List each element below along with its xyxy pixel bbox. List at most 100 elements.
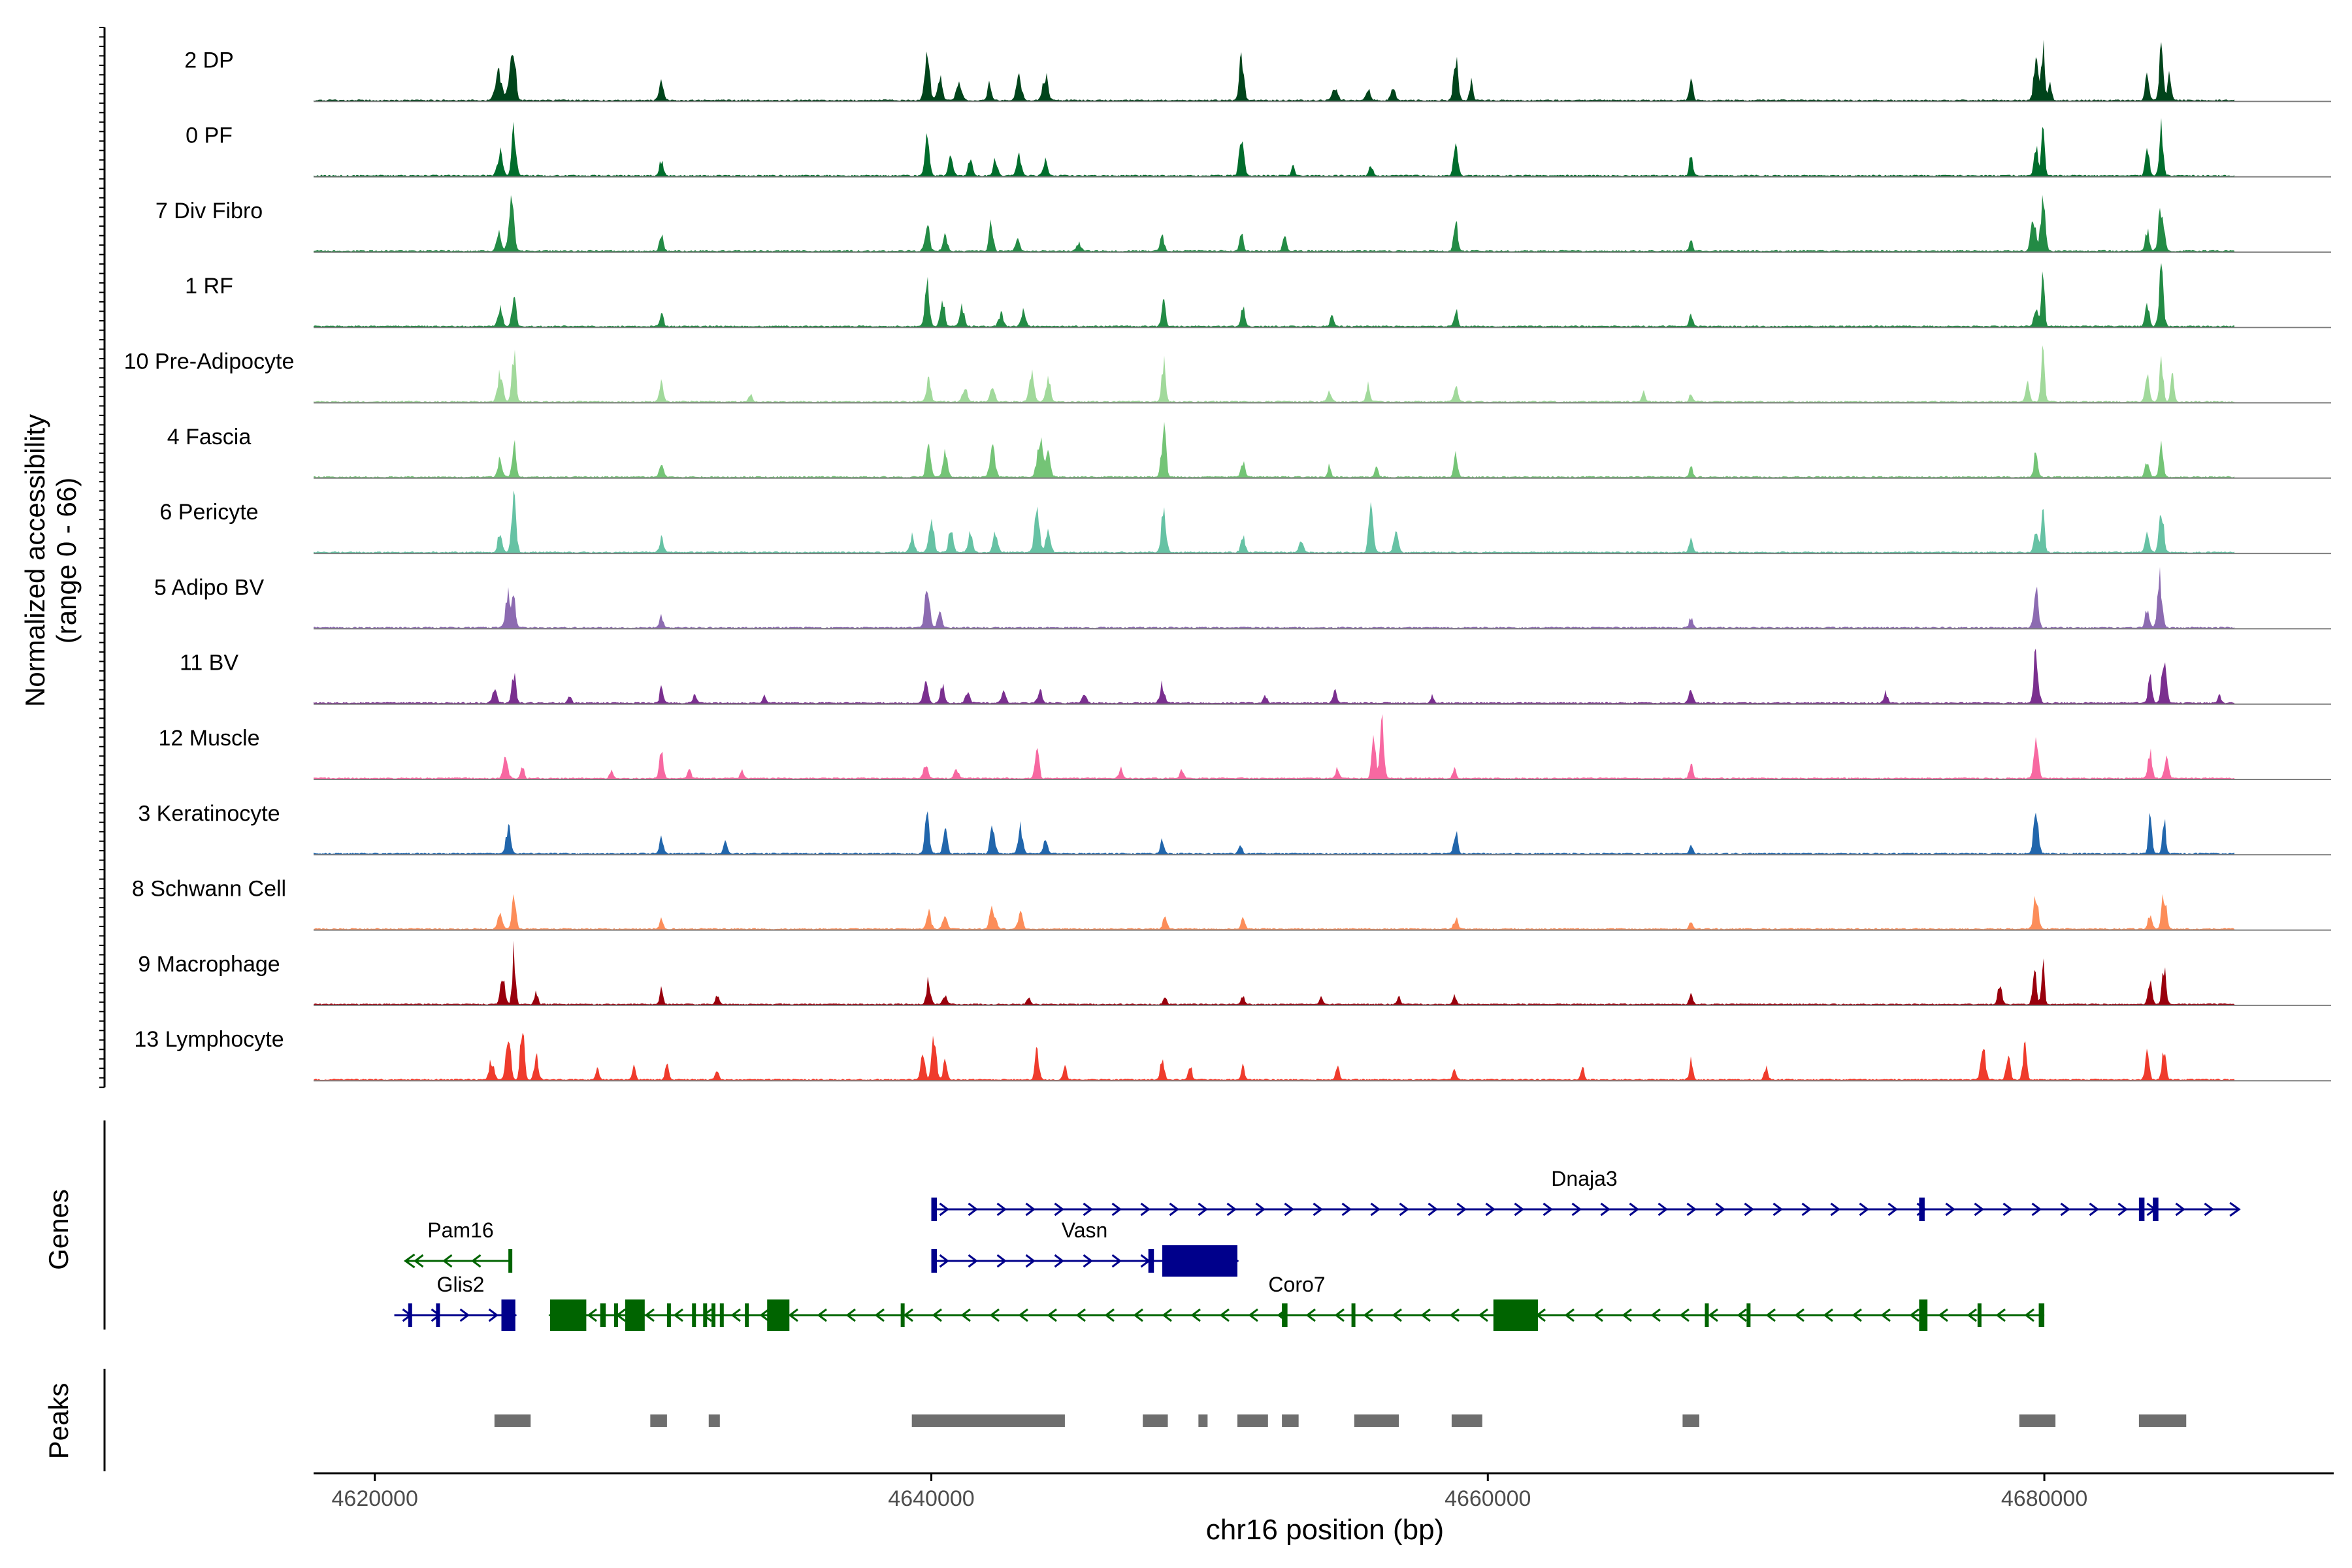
track-4-fascia: 4 Fascia bbox=[167, 421, 2331, 479]
strand-arrow bbox=[1140, 1202, 1151, 1217]
y-axis-range-label: (range 0 - 66) bbox=[51, 478, 82, 644]
strand-arrow bbox=[1995, 1308, 2006, 1322]
track-0-pf: 0 PF bbox=[186, 118, 2331, 178]
strand-arrow bbox=[1794, 1308, 1805, 1322]
track-3-keratinocyte: 3 Keratinocyte bbox=[138, 801, 2331, 856]
strand-arrow bbox=[939, 1202, 949, 1217]
strand-arrow bbox=[1111, 1254, 1122, 1268]
strand-arrow bbox=[587, 1308, 597, 1322]
strand-arrow bbox=[1428, 1202, 1438, 1217]
exon bbox=[2138, 1198, 2145, 1221]
strand-arrow bbox=[1054, 1202, 1064, 1217]
exon bbox=[1282, 1303, 1288, 1327]
track-10-pre-adipocyte: 10 Pre-Adipocyte bbox=[124, 345, 2331, 404]
strand-arrow bbox=[644, 1308, 655, 1322]
strand-arrow bbox=[932, 1308, 942, 1322]
strand-arrow bbox=[788, 1308, 798, 1322]
peak-region bbox=[1451, 1414, 1482, 1427]
track-label: 12 Muscle bbox=[159, 726, 260, 751]
x-tick-label: 4660000 bbox=[1445, 1486, 1531, 1511]
exon bbox=[767, 1299, 790, 1331]
strand-arrow bbox=[1284, 1202, 1294, 1217]
strand-arrow bbox=[1248, 1308, 1258, 1322]
strand-arrow bbox=[874, 1308, 885, 1322]
peak-region bbox=[650, 1414, 667, 1427]
coverage-area bbox=[314, 118, 2234, 177]
peak-region bbox=[911, 1414, 1065, 1427]
strand-arrow bbox=[1737, 1308, 1747, 1322]
exon bbox=[703, 1303, 708, 1327]
strand-arrow bbox=[1162, 1308, 1172, 1322]
strand-arrow bbox=[960, 1308, 971, 1322]
track-8-schwann-cell: 8 Schwann Cell bbox=[132, 877, 2331, 931]
x-axis-label: chr16 position (bp) bbox=[1206, 1514, 1444, 1546]
coverage-area bbox=[314, 566, 2234, 629]
coverage-area bbox=[314, 714, 2234, 779]
track-11-bv: 11 BV bbox=[180, 648, 2331, 705]
track-7-div-fibro: 7 Div Fibro bbox=[155, 195, 2331, 253]
strand-arrow bbox=[968, 1254, 978, 1268]
peak-region bbox=[2019, 1414, 2056, 1427]
exon bbox=[719, 1303, 724, 1327]
strand-arrow bbox=[1600, 1202, 1610, 1217]
exon bbox=[1919, 1299, 1928, 1331]
strand-arrow bbox=[1765, 1308, 1776, 1322]
exon bbox=[600, 1303, 606, 1327]
strand-arrow bbox=[1967, 1308, 1977, 1322]
strand-arrow bbox=[1456, 1202, 1467, 1217]
strand-arrow bbox=[1255, 1202, 1266, 1217]
strand-arrow bbox=[2117, 1202, 2128, 1217]
gene-annotation-panel: Pam16 Glis2 Dnaja3 Vasn Coro7 bbox=[103, 1120, 2241, 1331]
strand-arrow bbox=[1859, 1202, 1869, 1217]
exon bbox=[931, 1198, 938, 1221]
exon bbox=[408, 1303, 412, 1327]
strand-arrow bbox=[2229, 1201, 2241, 1217]
track-label: 9 Macrophage bbox=[138, 952, 280, 977]
strand-arrow bbox=[1219, 1308, 1230, 1322]
track-2-dp: 2 DP bbox=[184, 39, 2331, 103]
strand-arrow bbox=[1887, 1202, 1898, 1217]
peak-region bbox=[1198, 1414, 1208, 1427]
strand-arrow bbox=[1399, 1202, 1409, 1217]
strand-arrow bbox=[1363, 1308, 1373, 1322]
strand-arrow bbox=[1392, 1308, 1402, 1322]
strand-arrow bbox=[2175, 1202, 2185, 1217]
strand-arrow bbox=[1054, 1254, 1064, 1268]
peak-panel bbox=[103, 1369, 2187, 1471]
coverage-area bbox=[314, 421, 2234, 478]
track-label: 3 Keratinocyte bbox=[138, 801, 280, 826]
strand-arrow bbox=[1075, 1308, 1086, 1322]
track-label: 5 Adipo BV bbox=[154, 575, 265, 600]
strand-arrow bbox=[1708, 1308, 1718, 1322]
strand-arrow bbox=[1801, 1202, 1812, 1217]
gene-pam16: Pam16 bbox=[403, 1218, 513, 1273]
x-tick-label: 4680000 bbox=[2001, 1486, 2087, 1511]
strand-arrow bbox=[939, 1254, 949, 1268]
peak-region bbox=[1354, 1414, 1399, 1427]
genes-panel-label: Genes bbox=[43, 1189, 74, 1270]
strand-arrow bbox=[1478, 1308, 1488, 1322]
coverage-area bbox=[314, 894, 2234, 930]
exon bbox=[1493, 1299, 1538, 1331]
strand-arrow bbox=[1658, 1202, 1668, 1217]
strand-arrow bbox=[1629, 1202, 1639, 1217]
strand-arrow bbox=[471, 1254, 482, 1268]
track-label: 2 DP bbox=[184, 48, 234, 73]
strand-arrow bbox=[1047, 1308, 1057, 1322]
strand-arrow bbox=[1772, 1202, 1783, 1217]
peak-region bbox=[1237, 1414, 1268, 1427]
track-label: 8 Schwann Cell bbox=[132, 877, 286, 902]
strand-arrow bbox=[1622, 1308, 1632, 1322]
strand-arrow bbox=[2060, 1202, 2070, 1217]
strand-arrow bbox=[1686, 1202, 1697, 1217]
track-label: 1 RF bbox=[185, 274, 233, 299]
strand-arrow bbox=[759, 1308, 770, 1322]
strand-arrow bbox=[1514, 1202, 1524, 1217]
exon bbox=[436, 1303, 440, 1327]
exon bbox=[1351, 1303, 1356, 1327]
gene-glis2: Glis2 bbox=[394, 1273, 517, 1331]
exon bbox=[625, 1299, 645, 1331]
strand-arrow bbox=[1909, 1308, 1919, 1322]
strand-arrow bbox=[1133, 1308, 1143, 1322]
